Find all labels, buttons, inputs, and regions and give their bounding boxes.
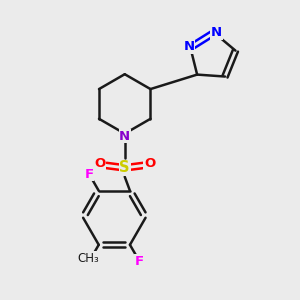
- Text: N: N: [183, 40, 194, 53]
- Text: CH₃: CH₃: [77, 252, 99, 265]
- Text: O: O: [144, 158, 155, 170]
- Text: N: N: [211, 26, 222, 39]
- Text: O: O: [94, 158, 105, 170]
- Text: F: F: [135, 255, 144, 268]
- Text: F: F: [85, 168, 94, 181]
- Text: N: N: [119, 130, 130, 142]
- Text: S: S: [119, 160, 130, 175]
